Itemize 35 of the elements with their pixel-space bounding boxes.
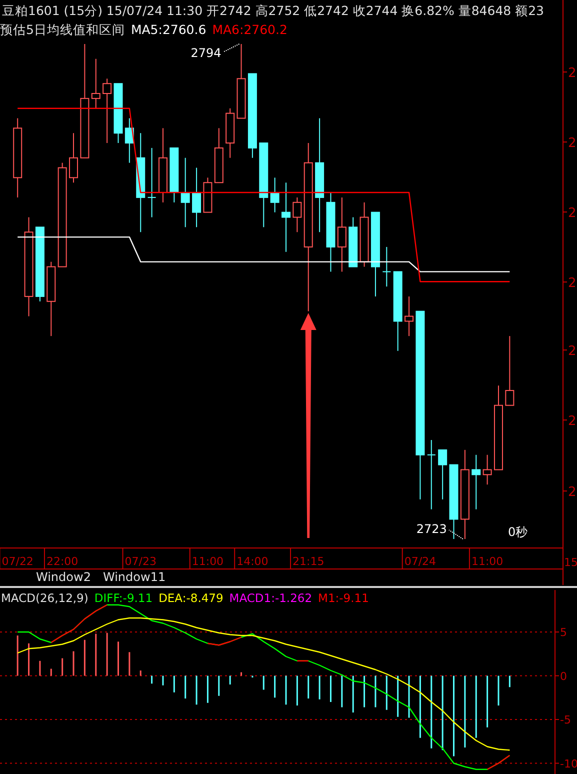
chart-title: MACD(26,12,9) <box>1 591 88 605</box>
annotation: 2723 <box>416 522 447 536</box>
text: MA6:2760.2 <box>212 22 288 37</box>
annotation: MACD1:-1.262 <box>229 591 312 605</box>
y-tick-label: -10 <box>560 757 577 770</box>
text: Window11 <box>103 570 166 584</box>
y-tick-label: 5 <box>560 626 567 639</box>
x-tick-label: 22:00 <box>46 555 78 568</box>
x-tick-label: 11:00 <box>192 555 224 568</box>
text: 2 <box>568 206 576 221</box>
chart-title: 豆粕1601 (15分) 15/07/24 11:30 开2742 高2752 低2742 收2744 换6.82% 量84648 额23 <box>2 3 544 18</box>
x-tick-label: 07/24 <box>404 555 436 568</box>
x-tick-label: 07/22 <box>2 555 34 568</box>
text: 15 <box>564 556 577 569</box>
series-label: DIFF:-9.11 <box>94 591 153 605</box>
text: 2 <box>568 136 576 151</box>
text: Window2 <box>36 570 91 584</box>
text: MA5:2760.6 <box>130 22 206 37</box>
x-tick-label: 07/23 <box>124 555 156 568</box>
text: 2 <box>568 66 576 81</box>
y-tick-label: -5 <box>560 714 571 726</box>
text: 2 <box>568 276 576 291</box>
series-label: DEA:-8.479 <box>158 591 224 605</box>
x-tick-label: 11:00 <box>471 555 504 568</box>
text: M1:-9.11 <box>318 591 369 605</box>
line-series <box>16 617 510 751</box>
x-tick-label: 21:15 <box>292 555 324 568</box>
y-tick-label: 0 <box>560 670 567 683</box>
text: 2 <box>568 344 576 359</box>
text: 2 <box>568 485 576 500</box>
chart-subtitle: 预估5日均线值和区间 <box>0 22 125 37</box>
annotation: 0秒 <box>508 525 528 539</box>
text: 2 <box>568 414 576 429</box>
annotation: 2794 <box>190 46 222 60</box>
x-tick-label: 14:00 <box>236 555 268 568</box>
